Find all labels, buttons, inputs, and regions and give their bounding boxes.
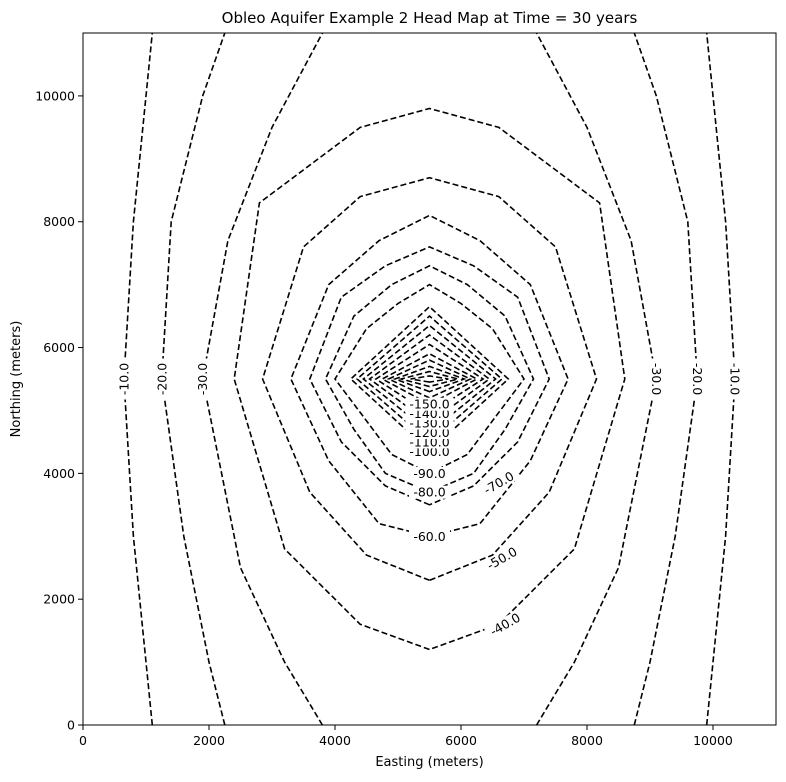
x-tick-label: 10000	[693, 733, 733, 748]
contour-neg190-line	[410, 375, 449, 383]
contour-neg10-label-east-group: -10.0	[728, 358, 743, 400]
contour-neg100-line	[349, 305, 510, 453]
contour-neg150-label: -150.0	[409, 397, 449, 412]
x-tick-label: 6000	[445, 733, 477, 748]
contour-neg30-label: -30.0	[195, 363, 210, 395]
contour-neg30-label-group: -30.0	[195, 358, 210, 400]
contour-neg10-label: -10.0	[116, 363, 131, 395]
contour-neg160-line	[386, 359, 473, 399]
y-tick-label: 8000	[43, 214, 75, 229]
contour-neg20-label-group: -20.0	[154, 358, 169, 400]
chart-title: Obleo Aquifer Example 2 Head Map at Time…	[222, 9, 638, 27]
x-tick-label: 2000	[193, 733, 225, 748]
contour-neg90-label-group: -90.0	[409, 466, 450, 481]
contour-neg80-line	[324, 264, 535, 494]
contour-neg90-label: -90.0	[413, 466, 445, 481]
contour-neg130-line	[368, 334, 491, 424]
contour-neg90-line	[334, 283, 525, 475]
contour-neg10-label-group: -10.0	[116, 358, 131, 400]
contour-neg180-line	[398, 370, 461, 388]
contour-neg80-label: -80.0	[413, 485, 445, 500]
contour-labels-layer: -10.0 -10.0-20.0 -20.0-30.0 -30.0-40.0-50.0…	[116, 358, 743, 641]
y-axis-label: Northing (meters)	[9, 321, 24, 438]
x-tick-label: 0	[79, 733, 87, 748]
contour-neg30-label-east-group: -30.0	[649, 358, 664, 400]
y-tick-label: 4000	[43, 466, 75, 481]
x-tick-label: 4000	[319, 733, 351, 748]
contour-neg150-label-group: -150.0	[405, 397, 454, 412]
contour-neg80-label-group: -80.0	[409, 485, 450, 500]
contour-neg140-line	[374, 343, 485, 415]
contour-neg20-label-east: -20.0	[690, 363, 705, 395]
y-tick-label: 0	[67, 718, 75, 733]
contour-neg110-line	[355, 315, 504, 443]
contour-neg60-label: -60.0	[413, 529, 445, 544]
x-tick-label: 8000	[571, 733, 603, 748]
y-tick-label: 6000	[43, 340, 75, 355]
y-tick-label: 2000	[43, 592, 75, 607]
y-tick-label: 10000	[35, 88, 75, 103]
x-axis: 0 2000 4000 6000 8000 10000	[79, 725, 733, 748]
x-axis-label: Easting (meters)	[375, 755, 483, 770]
contour-neg20-label: -20.0	[154, 363, 169, 395]
contour-neg40-line	[233, 107, 626, 651]
contour-neg60-label-group: -60.0	[409, 529, 450, 544]
contour-neg10-label-east: -10.0	[728, 363, 743, 395]
contour-neg50-line	[261, 176, 598, 582]
contour-neg170-line	[392, 365, 467, 393]
contour-neg20-label-east-group: -20.0	[690, 358, 705, 400]
contour-neg70-line	[308, 246, 551, 506]
contour-neg120-line	[362, 324, 497, 434]
y-axis: 0 2000 4000 6000 8000 10000	[35, 88, 83, 733]
plot-frame	[82, 32, 777, 726]
contour-neg30-label-east: -30.0	[649, 363, 664, 395]
